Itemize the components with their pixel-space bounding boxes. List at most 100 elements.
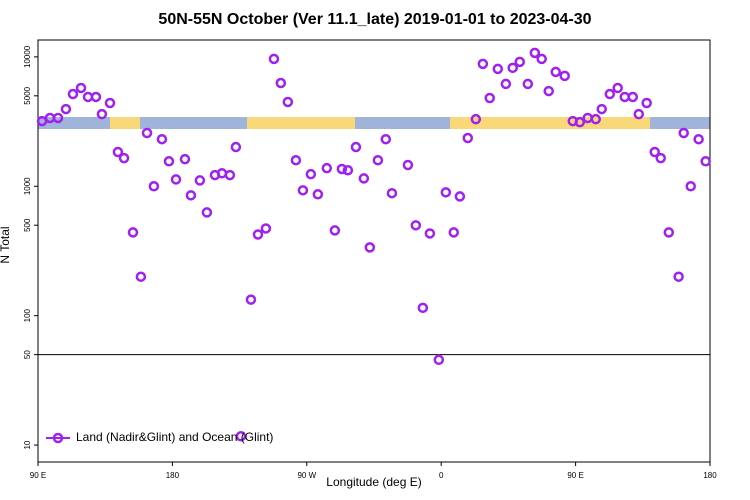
data-point [230,141,242,153]
plot-frame [37,39,711,463]
data-point [163,156,175,167]
y-tick-label: 1000 [23,177,32,195]
data-point [290,154,302,166]
data-point [96,108,108,120]
data-point [529,47,541,59]
chart-title: 50N-55N October (Ver 11.1_late) 2019-01-… [158,11,591,28]
data-point [224,169,236,181]
data-point [52,112,64,124]
legend-label: Land (Nadir&Glint) and Ocean (Glint) [76,430,273,444]
data-point [148,181,160,192]
data-point [484,92,495,104]
data-point [380,133,392,145]
data-point [536,53,547,65]
data-point [440,187,452,198]
data-point [90,91,102,103]
data-point [141,127,153,139]
data-point [372,154,384,166]
data-point [312,189,324,200]
data-point [604,88,616,100]
data-point [477,58,489,70]
data-point [321,162,333,174]
data-point [612,82,623,94]
data-point [156,133,168,145]
data-point [364,242,376,253]
data-point [627,91,639,103]
data-point [135,271,147,282]
data-point [297,185,309,196]
data-point [550,66,561,78]
data-point [170,174,182,185]
y-tick-label: 50 [23,350,32,359]
data-point [462,132,474,144]
data-point [75,82,87,94]
data-point [543,85,554,97]
data-point [649,146,660,158]
data-point [402,159,414,171]
data-point [275,77,287,89]
data-point [305,168,317,180]
data-point [179,153,191,165]
data-point [235,431,247,442]
x-tick-label: 180 [703,471,717,480]
data-point [260,223,272,234]
legend-marker [52,432,64,444]
x-tick-label: 180 [166,471,180,480]
data-point [678,127,689,139]
data-point [127,227,139,238]
data-point [673,271,684,282]
data-point [454,191,466,202]
data-point [655,152,666,164]
data-point [619,91,630,103]
data-point [424,228,436,239]
land-ocean-strip [38,117,710,129]
data-point [194,175,206,186]
data-point [492,63,504,75]
data-point [507,62,518,74]
y-tick-label: 100 [23,308,32,322]
y-tick-label: 500 [23,218,32,232]
data-point [118,152,130,164]
x-tick-label: 0 [439,471,444,480]
data-point [685,181,696,192]
data-point [641,97,652,109]
data-point [185,190,197,201]
y-axis-label: N Total [0,226,12,263]
y-tick-label: 10 [23,440,32,449]
data-point [448,227,459,238]
x-tick-label: 90 W [297,471,316,480]
data-point [358,173,370,184]
data-point [590,113,602,125]
data-point [245,294,257,305]
data-point [700,156,711,167]
data-point [559,70,570,82]
data-point [336,163,348,175]
x-axis-label: Longitude (deg E) [326,475,421,489]
y-tick-label: 5000 [23,86,32,104]
data-point [663,227,675,238]
data-point [693,133,704,145]
data-point [500,78,512,90]
data-point [633,108,645,120]
data-point [514,56,525,68]
data-point [596,103,607,115]
data-point [282,96,294,108]
data-point [342,164,354,176]
data-point [433,354,445,366]
data-point [417,302,429,314]
data-point [470,113,482,125]
data-point [386,187,398,199]
x-tick-label: 90 E [567,471,583,480]
data-point [104,97,116,109]
data-point [574,116,586,128]
data-point [268,53,280,65]
x-tick-label: 90 E [30,471,46,480]
y-tick-label: 10000 [23,45,32,68]
data-point [522,78,534,90]
data-point [112,146,124,158]
data-point [350,141,362,153]
data-point [329,225,341,236]
data-point [252,229,264,240]
data-point [67,88,79,100]
